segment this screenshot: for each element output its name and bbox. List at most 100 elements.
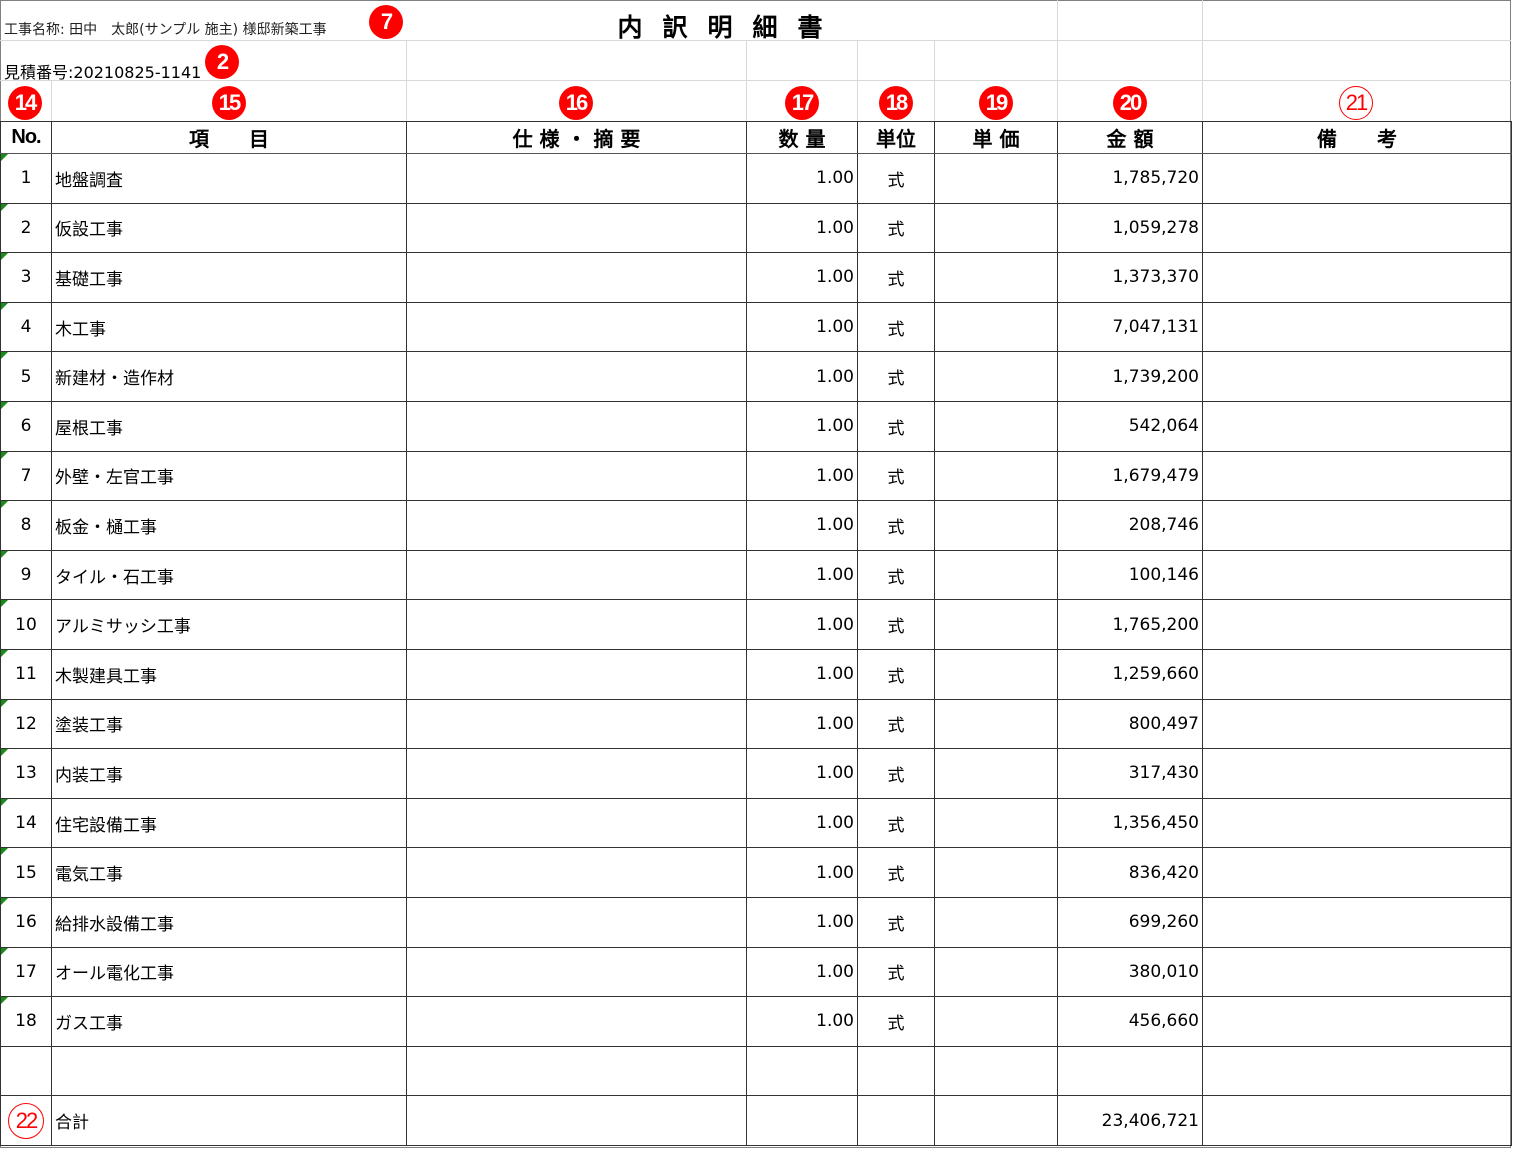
cell-spec[interactable] (406, 698, 747, 750)
cell-item[interactable]: 木製建具工事 (51, 648, 407, 700)
cell-item[interactable]: 新建材・造作材 (51, 351, 407, 402)
cell-unit[interactable]: 式 (857, 549, 935, 601)
total-amount[interactable]: 23,406,721 (1057, 1095, 1203, 1146)
cell-item[interactable]: 住宅設備工事 (51, 797, 407, 849)
cell-qty[interactable]: 1.00 (746, 599, 858, 650)
cell-amount[interactable]: 542,064 (1057, 400, 1203, 452)
cell-spec[interactable] (406, 946, 747, 998)
cell-spec[interactable] (406, 400, 747, 452)
cell-item[interactable]: 外壁・左官工事 (51, 450, 407, 502)
cell-unit-price[interactable] (934, 549, 1058, 601)
cell-unit-price[interactable] (934, 946, 1058, 998)
cell-spec[interactable] (406, 351, 747, 402)
cell-unit-price[interactable] (934, 648, 1058, 700)
cell-spec[interactable] (406, 450, 747, 502)
cell-amount[interactable]: 380,010 (1057, 946, 1203, 998)
cell-remarks[interactable] (1202, 797, 1512, 849)
cell-remarks[interactable] (1202, 252, 1512, 303)
cell-unit[interactable]: 式 (857, 648, 935, 700)
cell-remarks[interactable] (1202, 301, 1512, 353)
cell-unit-price[interactable] (934, 351, 1058, 402)
cell-qty[interactable]: 1.00 (746, 500, 858, 551)
cell-unit[interactable]: 式 (857, 153, 935, 204)
cell-qty[interactable]: 1.00 (746, 400, 858, 452)
cell-qty[interactable]: 1.00 (746, 252, 858, 303)
cell-qty[interactable]: 1.00 (746, 351, 858, 402)
cell-unit-price[interactable] (934, 748, 1058, 799)
cell-remarks[interactable] (1202, 549, 1512, 601)
cell-no[interactable]: 18 (0, 996, 52, 1047)
cell-remarks[interactable] (1202, 1095, 1512, 1146)
cell-amount[interactable]: 1,356,450 (1057, 797, 1203, 849)
cell-remarks[interactable] (1202, 698, 1512, 750)
empty-cell[interactable] (857, 1045, 935, 1097)
cell-unit[interactable]: 式 (857, 400, 935, 452)
cell-unit[interactable]: 式 (857, 202, 935, 254)
cell-item[interactable]: 内装工事 (51, 748, 407, 799)
cell-spec[interactable] (406, 252, 747, 303)
cell-no[interactable]: 4 (0, 301, 52, 353)
cell-unit-price[interactable] (934, 301, 1058, 353)
cell-remarks[interactable] (1202, 153, 1512, 204)
cell-no[interactable]: 3 (0, 252, 52, 303)
cell-no[interactable]: 14 (0, 797, 52, 849)
cell-unit[interactable]: 式 (857, 252, 935, 303)
cell-amount[interactable]: 836,420 (1057, 847, 1203, 898)
cell-qty[interactable]: 1.00 (746, 450, 858, 502)
empty-cell[interactable] (1057, 1045, 1203, 1097)
cell-item[interactable]: 板金・樋工事 (51, 500, 407, 551)
cell-spec[interactable] (406, 896, 747, 948)
cell-item[interactable]: アルミサッシ工事 (51, 599, 407, 650)
cell-spec[interactable] (406, 748, 747, 799)
cell-unit-price[interactable] (934, 400, 1058, 452)
cell-no[interactable]: 5 (0, 351, 52, 402)
cell-remarks[interactable] (1202, 351, 1512, 402)
cell-spec[interactable] (406, 648, 747, 700)
cell-spec[interactable] (406, 797, 747, 849)
cell-amount[interactable]: 7,047,131 (1057, 301, 1203, 353)
cell-remarks[interactable] (1202, 847, 1512, 898)
cell-no[interactable]: 8 (0, 500, 52, 551)
cell-remarks[interactable] (1202, 500, 1512, 551)
cell-no[interactable]: 16 (0, 896, 52, 948)
cell-item[interactable]: ガス工事 (51, 996, 407, 1047)
cell-unit[interactable]: 式 (857, 450, 935, 502)
cell-amount[interactable]: 208,746 (1057, 500, 1203, 551)
cell-unit-price[interactable] (934, 450, 1058, 502)
cell-unit[interactable]: 式 (857, 748, 935, 799)
cell-remarks[interactable] (1202, 996, 1512, 1047)
cell-unit[interactable]: 式 (857, 599, 935, 650)
empty-cell[interactable] (406, 1045, 747, 1097)
cell-remarks[interactable] (1202, 946, 1512, 998)
cell-spec[interactable] (406, 599, 747, 650)
cell-amount[interactable]: 1,259,660 (1057, 648, 1203, 700)
cell-remarks[interactable] (1202, 599, 1512, 650)
cell-unit[interactable]: 式 (857, 351, 935, 402)
cell-spec[interactable] (406, 202, 747, 254)
cell-unit-price[interactable] (934, 500, 1058, 551)
cell-unit[interactable] (857, 1095, 935, 1146)
cell-item[interactable]: 屋根工事 (51, 400, 407, 452)
cell-amount[interactable]: 1,373,370 (1057, 252, 1203, 303)
cell-qty[interactable]: 1.00 (746, 797, 858, 849)
cell-amount[interactable]: 456,660 (1057, 996, 1203, 1047)
cell-amount[interactable]: 100,146 (1057, 549, 1203, 601)
cell-item[interactable]: タイル・石工事 (51, 549, 407, 601)
cell-qty[interactable]: 1.00 (746, 847, 858, 898)
cell-no[interactable]: 17 (0, 946, 52, 998)
cell-amount[interactable]: 1,679,479 (1057, 450, 1203, 502)
cell-unit-price[interactable] (934, 797, 1058, 849)
cell-qty[interactable]: 1.00 (746, 153, 858, 204)
cell-no[interactable]: 22 (0, 1095, 52, 1146)
cell-spec[interactable] (406, 153, 747, 204)
cell-unit[interactable]: 式 (857, 896, 935, 948)
total-label[interactable]: 合計 (51, 1095, 407, 1146)
cell-remarks[interactable] (1202, 748, 1512, 799)
cell-qty[interactable]: 1.00 (746, 648, 858, 700)
cell-item[interactable]: 基礎工事 (51, 252, 407, 303)
cell-qty[interactable]: 1.00 (746, 748, 858, 799)
cell-unit[interactable]: 式 (857, 500, 935, 551)
cell-spec[interactable] (406, 1095, 747, 1146)
cell-unit-price[interactable] (934, 1095, 1058, 1146)
cell-unit[interactable]: 式 (857, 698, 935, 750)
